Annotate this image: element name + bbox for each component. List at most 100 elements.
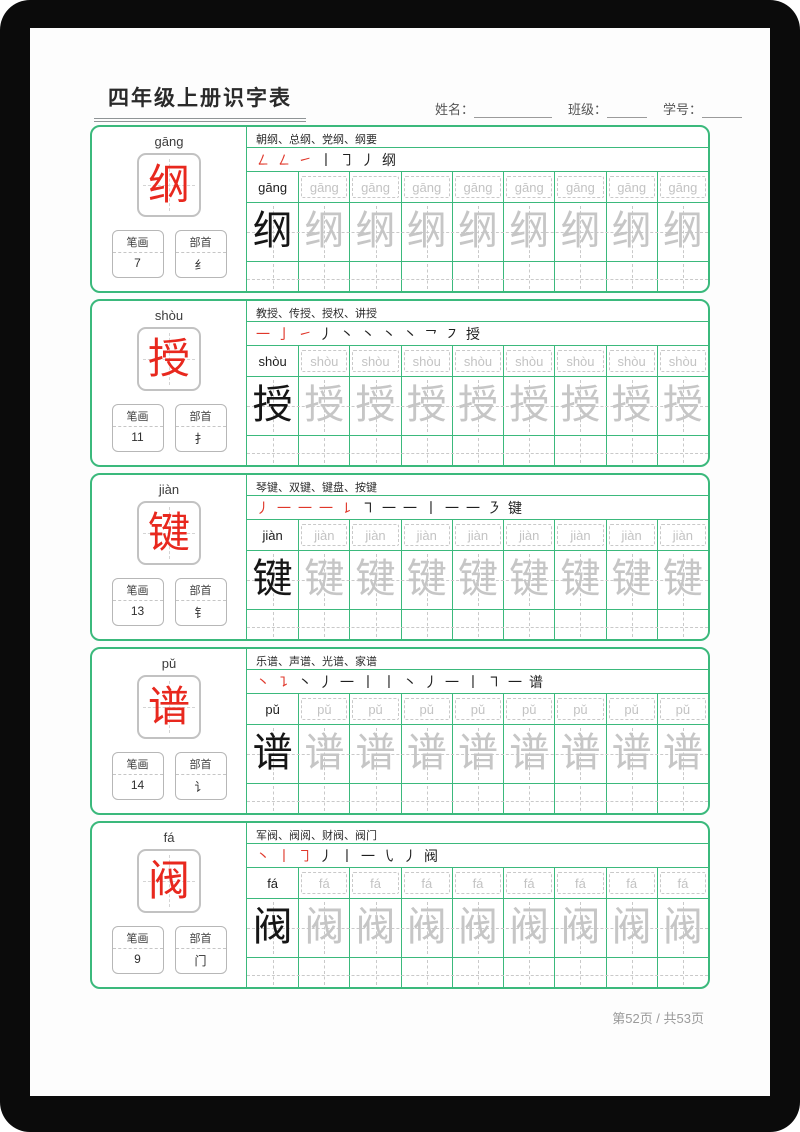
radical-label: 部首	[175, 231, 226, 253]
example-words: 教授、传授、授权、讲授	[247, 301, 708, 322]
card-summary-panel: fá 阀 笔画 9 部首 门	[92, 823, 247, 987]
character-card-list: gāng 纲 笔画 7 部首 纟 朝纲、总纲、党纲、纲要 ㇜㇜㇀丨㇆丿纲 gān…	[90, 125, 710, 989]
empty-cell	[605, 958, 657, 987]
radical-box: 部首 门	[174, 926, 227, 974]
character-trace-cell: 纲	[656, 203, 708, 261]
stroke-order-glyph: 一	[382, 500, 396, 517]
stroke-order-glyph: ㇆	[298, 848, 312, 865]
empty-cell	[400, 262, 452, 291]
pinyin-trace-cell: pǔ	[554, 694, 605, 724]
character-card: jiàn 键 笔画 13 部首 钅 琴键、双键、键盘、按键 丿一一一㇙㇕一一丨一…	[90, 473, 710, 641]
empty-cell	[503, 958, 554, 987]
class-field-label: 班级：	[567, 102, 607, 117]
character-trace-cell: 阀	[503, 899, 554, 957]
character-card: gāng 纲 笔画 7 部首 纟 朝纲、总纲、党纲、纲要 ㇜㇜㇀丨㇆丿纲 gān…	[90, 125, 710, 293]
empty-cell	[554, 610, 605, 639]
empty-cell	[451, 436, 503, 465]
empty-practice-row	[247, 958, 708, 987]
stroke-order-glyph: 丨	[277, 848, 291, 865]
character-trace-cell: 阀	[656, 899, 708, 957]
pinyin-trace-cell: fá	[451, 868, 503, 898]
radical-box: 部首 纟	[174, 230, 227, 278]
character-trace-cell: 授	[400, 377, 452, 435]
stroke-order-glyph: 一	[340, 674, 354, 691]
name-field-label: 姓名：	[434, 102, 474, 117]
stroke-count-box: 笔画 13	[111, 578, 164, 626]
stroke-order-glyph: 丨	[340, 848, 354, 865]
character-trace-cell: 纲	[503, 203, 554, 261]
stroke-order-glyph: ㇆	[340, 152, 354, 169]
character-trace-cell: 阀	[400, 899, 452, 957]
stroke-order-glyph: 一	[403, 500, 417, 517]
stroke-count-value: 9	[134, 952, 141, 966]
character-trace-cell: 键	[349, 551, 400, 609]
character-trace-cell: 键	[554, 551, 605, 609]
character-trace-cell: 授	[349, 377, 400, 435]
stroke-order-glyph: ㇕	[487, 674, 501, 691]
pinyin-trace-cell: gāng	[503, 172, 554, 202]
model-character: 谱	[147, 682, 190, 731]
stroke-order-glyph: 丨	[424, 500, 438, 517]
pinyin-trace-cell: jiàn	[605, 520, 657, 550]
stroke-order-glyph: 丿	[361, 152, 375, 169]
stroke-count-value: 7	[134, 256, 141, 270]
stroke-order-glyph: 丨	[466, 674, 480, 691]
character-trace-cell: 键	[503, 551, 554, 609]
stroke-order-glyph: ㇜	[256, 152, 270, 169]
character-trace-cell: 授	[298, 377, 349, 435]
stroke-count-box: 笔画 11	[111, 404, 164, 452]
model-character-box: 谱	[137, 675, 201, 739]
character-trace-cell: 键	[656, 551, 708, 609]
empty-cell	[554, 262, 605, 291]
pinyin-trace-cell: jiàn	[349, 520, 400, 550]
stroke-order-glyph: 键	[508, 500, 522, 517]
student-id-field-label: 学号：	[662, 102, 702, 117]
character-trace-cell: 谱	[656, 725, 708, 783]
stroke-order-glyph: 一	[445, 674, 459, 691]
pinyin-practice-row: pǔ pǔ pǔ pǔ pǔ pǔ pǔ pǔ pǔ	[247, 694, 708, 725]
pinyin-model-cell: jiàn	[262, 527, 283, 543]
stroke-order-glyph: 丶	[361, 326, 375, 343]
empty-cell	[503, 784, 554, 813]
empty-cell	[656, 784, 708, 813]
pinyin-trace-cell: pǔ	[605, 694, 657, 724]
pinyin-trace-cell: fá	[503, 868, 554, 898]
stroke-count-box: 笔画 9	[111, 926, 164, 974]
stroke-count-label: 笔画	[112, 405, 163, 427]
stroke-count-label: 笔画	[112, 579, 163, 601]
pinyin-label: fá	[163, 830, 175, 845]
empty-practice-row	[247, 610, 708, 639]
stroke-order-glyph: 丶	[298, 674, 312, 691]
student-id-field-blank	[702, 104, 742, 118]
empty-cell	[298, 436, 349, 465]
radical-value: 扌	[194, 432, 207, 446]
character-trace-cell: 授	[554, 377, 605, 435]
stroke-count-value: 11	[131, 430, 144, 444]
empty-cell	[349, 262, 400, 291]
stroke-order-glyph: 丶	[256, 848, 270, 865]
empty-cell	[247, 958, 298, 987]
stroke-order-glyph: 一	[508, 674, 522, 691]
empty-cell	[247, 262, 298, 291]
model-character: 阀	[147, 856, 190, 905]
stroke-count-value: 14	[130, 778, 145, 792]
character-model-cell: 谱	[247, 725, 298, 783]
stroke-order-glyph: ㇇	[445, 326, 459, 343]
page-footer: 第52页 / 共53页	[30, 1008, 704, 1027]
empty-cell	[656, 610, 708, 639]
model-character: 授	[147, 334, 190, 383]
stroke-order-glyph: ㇜	[277, 152, 291, 169]
character-practice-row: 纲纲纲纲纲纲纲纲纲	[247, 203, 708, 262]
empty-practice-row	[247, 784, 708, 813]
stroke-order-glyph: ㇔	[403, 326, 417, 343]
character-trace-cell: 纲	[400, 203, 452, 261]
pinyin-trace-cell: pǔ	[503, 694, 554, 724]
character-card: shòu 授 笔画 11 部首 扌 教授、传授、授权、讲授 一亅㇀丿丶丶丶㇔㇖㇇…	[90, 299, 710, 467]
empty-cell	[451, 784, 503, 813]
stroke-order-glyph: 一	[466, 500, 480, 517]
empty-cell	[605, 436, 657, 465]
empty-cell	[451, 610, 503, 639]
card-summary-panel: shòu 授 笔画 11 部首 扌	[92, 301, 247, 465]
empty-cell	[400, 436, 452, 465]
title-block: 四年级上册识字表	[94, 82, 306, 122]
